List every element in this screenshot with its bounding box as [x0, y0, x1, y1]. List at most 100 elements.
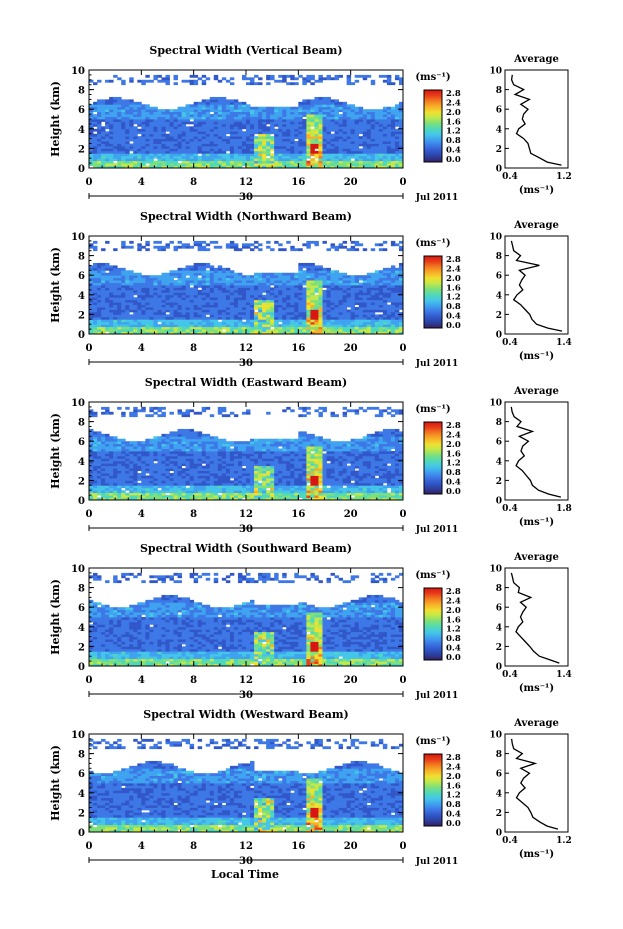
heatmap-cell — [117, 314, 122, 318]
heatmap-cell — [225, 331, 231, 335]
heatmap-cell — [137, 324, 142, 328]
heatmap-cell — [113, 314, 118, 318]
heatmap-cell — [213, 126, 219, 130]
heatmap-cell — [105, 272, 110, 276]
heatmap-cell — [270, 128, 275, 132]
heatmap-cell — [169, 131, 174, 135]
heatmap-cell — [278, 158, 283, 162]
heatmap-cell — [350, 248, 356, 252]
heatmap-cell — [129, 477, 134, 481]
heatmap-cell — [398, 265, 404, 269]
heatmap-cell — [145, 314, 150, 318]
heatmap-cell — [149, 475, 154, 479]
heatmap-cell — [129, 292, 134, 296]
heatmap-cell — [185, 160, 191, 164]
heatmap-cell — [342, 141, 348, 144]
heatmap-cell — [358, 74, 364, 78]
heatmap-cell — [201, 158, 207, 162]
heatmap-cell — [322, 119, 327, 122]
heatmap-cell — [117, 463, 122, 467]
heatmap-cell — [209, 121, 215, 125]
heatmap-cell — [298, 136, 303, 139]
heatmap-cell — [342, 131, 348, 135]
heatmap-cell — [306, 114, 311, 117]
heatmap-cell — [97, 321, 102, 325]
heatmap-cell — [97, 458, 102, 462]
heatmap-cell — [105, 265, 110, 269]
heatmap-cell — [338, 314, 344, 318]
heatmap-cell — [145, 477, 150, 481]
heatmap-cell — [149, 123, 154, 127]
heatmap-cell — [294, 321, 299, 325]
heatmap-cell — [165, 136, 170, 139]
heatmap-cell — [334, 302, 339, 305]
heatmap-cell — [342, 104, 348, 108]
heatmap-cell — [310, 326, 315, 330]
heatmap-cell — [165, 126, 170, 130]
heatmap-cell — [334, 153, 339, 157]
heatmap-cell — [386, 297, 392, 301]
heatmap-cell — [125, 299, 130, 303]
heatmap-cell — [302, 136, 307, 139]
heatmap-cell — [93, 133, 98, 137]
heatmap-cell — [294, 289, 299, 293]
heatmap-cell — [342, 299, 348, 303]
heatmap-cell — [314, 302, 319, 305]
heatmap-cell — [330, 309, 335, 313]
heatmap-cell — [89, 331, 94, 335]
heatmap-cell — [374, 292, 380, 296]
heatmap-cell — [306, 143, 311, 147]
heatmap-cell — [310, 329, 315, 332]
heatmap-cell — [89, 292, 94, 296]
heatmap-cell — [398, 79, 404, 83]
heatmap-cell — [161, 309, 166, 313]
heatmap-cell — [125, 324, 130, 328]
y-axis-label: Height (km) — [49, 247, 62, 323]
heatmap-cell — [378, 126, 384, 130]
heatmap-cell — [278, 155, 283, 159]
heatmap-cell — [141, 297, 146, 301]
heatmap-cell — [382, 326, 388, 330]
heatmap-cell — [129, 490, 134, 494]
heatmap-cell — [302, 282, 307, 286]
heatmap-cell — [205, 299, 211, 303]
heatmap-cell — [326, 121, 331, 125]
heatmap-cell — [398, 133, 404, 137]
heatmap-cell — [330, 114, 335, 117]
heatmap-cell — [350, 287, 356, 291]
heatmap-cell — [197, 243, 203, 247]
y-tick-label: 0 — [78, 330, 85, 341]
heatmap-cell — [278, 307, 283, 310]
heatmap-cell — [205, 111, 211, 115]
heatmap-cell — [177, 158, 182, 162]
heatmap-cell — [274, 153, 279, 157]
heatmap-cell — [358, 292, 364, 296]
heatmap-cell — [173, 302, 178, 305]
heatmap-cell — [165, 153, 170, 157]
heatmap-cell — [93, 267, 98, 271]
heatmap-cell — [209, 314, 215, 318]
heatmap-cell — [181, 121, 187, 125]
heatmap-cell — [334, 248, 339, 252]
heatmap-cell — [241, 331, 247, 335]
heatmap-cell — [109, 145, 114, 149]
heatmap-cell — [105, 150, 110, 154]
heatmap-cell — [398, 145, 404, 149]
heatmap-cell — [326, 285, 331, 288]
heatmap-cell — [250, 321, 255, 325]
heatmap-cell — [201, 272, 207, 276]
heatmap-cell — [358, 155, 364, 159]
heatmap-cell — [246, 138, 251, 142]
heatmap-cell — [213, 119, 219, 122]
heatmap-cell — [173, 163, 178, 166]
heatmap-cell — [149, 302, 154, 305]
heatmap-cell — [193, 119, 199, 122]
heatmap-cell — [129, 451, 134, 454]
heatmap-cell — [109, 106, 114, 110]
heatmap-cell — [241, 316, 247, 320]
heatmap-cell — [113, 480, 118, 484]
heatmap-cell — [153, 160, 158, 164]
heatmap-cell — [201, 74, 207, 78]
heatmap-cell — [342, 272, 348, 276]
heatmap-cell — [342, 136, 348, 139]
